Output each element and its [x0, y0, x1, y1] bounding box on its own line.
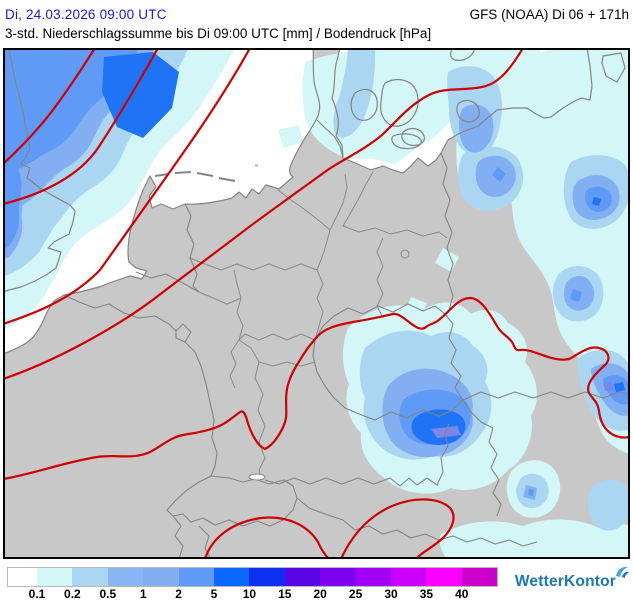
map-subtitle: 3-std. Niederschlagssumme bis Di 09:00 U…	[5, 26, 432, 41]
legend-segment	[320, 568, 356, 586]
legend-tick-label: 35	[419, 587, 434, 601]
legend-tick-label: 25	[348, 587, 363, 601]
state-borders	[189, 171, 448, 479]
legend-tick-label: 30	[384, 587, 398, 601]
legend-tick-label: 2	[175, 587, 182, 601]
legend-tick-label: 10	[242, 587, 257, 601]
legend-segment	[284, 568, 321, 586]
wetterkontor-swoosh-icon	[615, 566, 629, 583]
legend-segment	[72, 568, 108, 586]
precipitation-layer-5	[102, 52, 625, 445]
legend-segment	[249, 568, 285, 586]
lake-constance	[248, 473, 266, 481]
lakes	[248, 473, 266, 481]
legend-tick-label: 15	[278, 587, 292, 601]
legend-segment	[143, 568, 179, 586]
precipitation-pressure-map	[1, 46, 632, 561]
legend-tick-label: 20	[313, 587, 327, 601]
wetterkontor-logo[interactable]: WetterKontor	[514, 566, 630, 598]
legend-segment	[213, 568, 250, 586]
model-run-label: GFS (NOAA) Di 06 + 171h	[469, 7, 629, 22]
map-frame	[3, 48, 630, 559]
legend-tick-label: 5	[210, 587, 218, 601]
legend-tick-label: 40	[455, 587, 469, 601]
forecast-datetime: Di, 24.03.2026 09:00 UTC	[5, 7, 167, 22]
isobars	[1, 46, 632, 561]
legend-segment	[8, 568, 37, 586]
legend-segment	[107, 568, 144, 586]
coastlines	[2, 47, 626, 355]
legend-segment	[355, 568, 391, 586]
logo-text: WetterKontor	[514, 573, 616, 590]
country-borders	[63, 119, 631, 560]
precipitation-legend: 0.1 0.2 0.5 1 2 5 10 15 20 25 30 35 40	[0, 566, 633, 601]
legend-tick-label: 0.2	[64, 587, 81, 601]
legend-tick-label: 1	[139, 587, 147, 601]
legend-segment	[426, 568, 462, 586]
legend-segment	[390, 568, 427, 586]
wadden-islands	[154, 171, 236, 182]
legend-segment	[37, 568, 73, 586]
legend-segment	[178, 568, 214, 586]
legend-segment	[461, 568, 498, 586]
legend-tick-label: 0.5	[99, 587, 117, 601]
helgoland-island	[255, 164, 258, 167]
legend-tick-label: 0.1	[28, 587, 46, 601]
weather-map	[1, 46, 632, 561]
berlin-enclave	[400, 249, 410, 259]
legend-color-bar	[6, 567, 499, 587]
